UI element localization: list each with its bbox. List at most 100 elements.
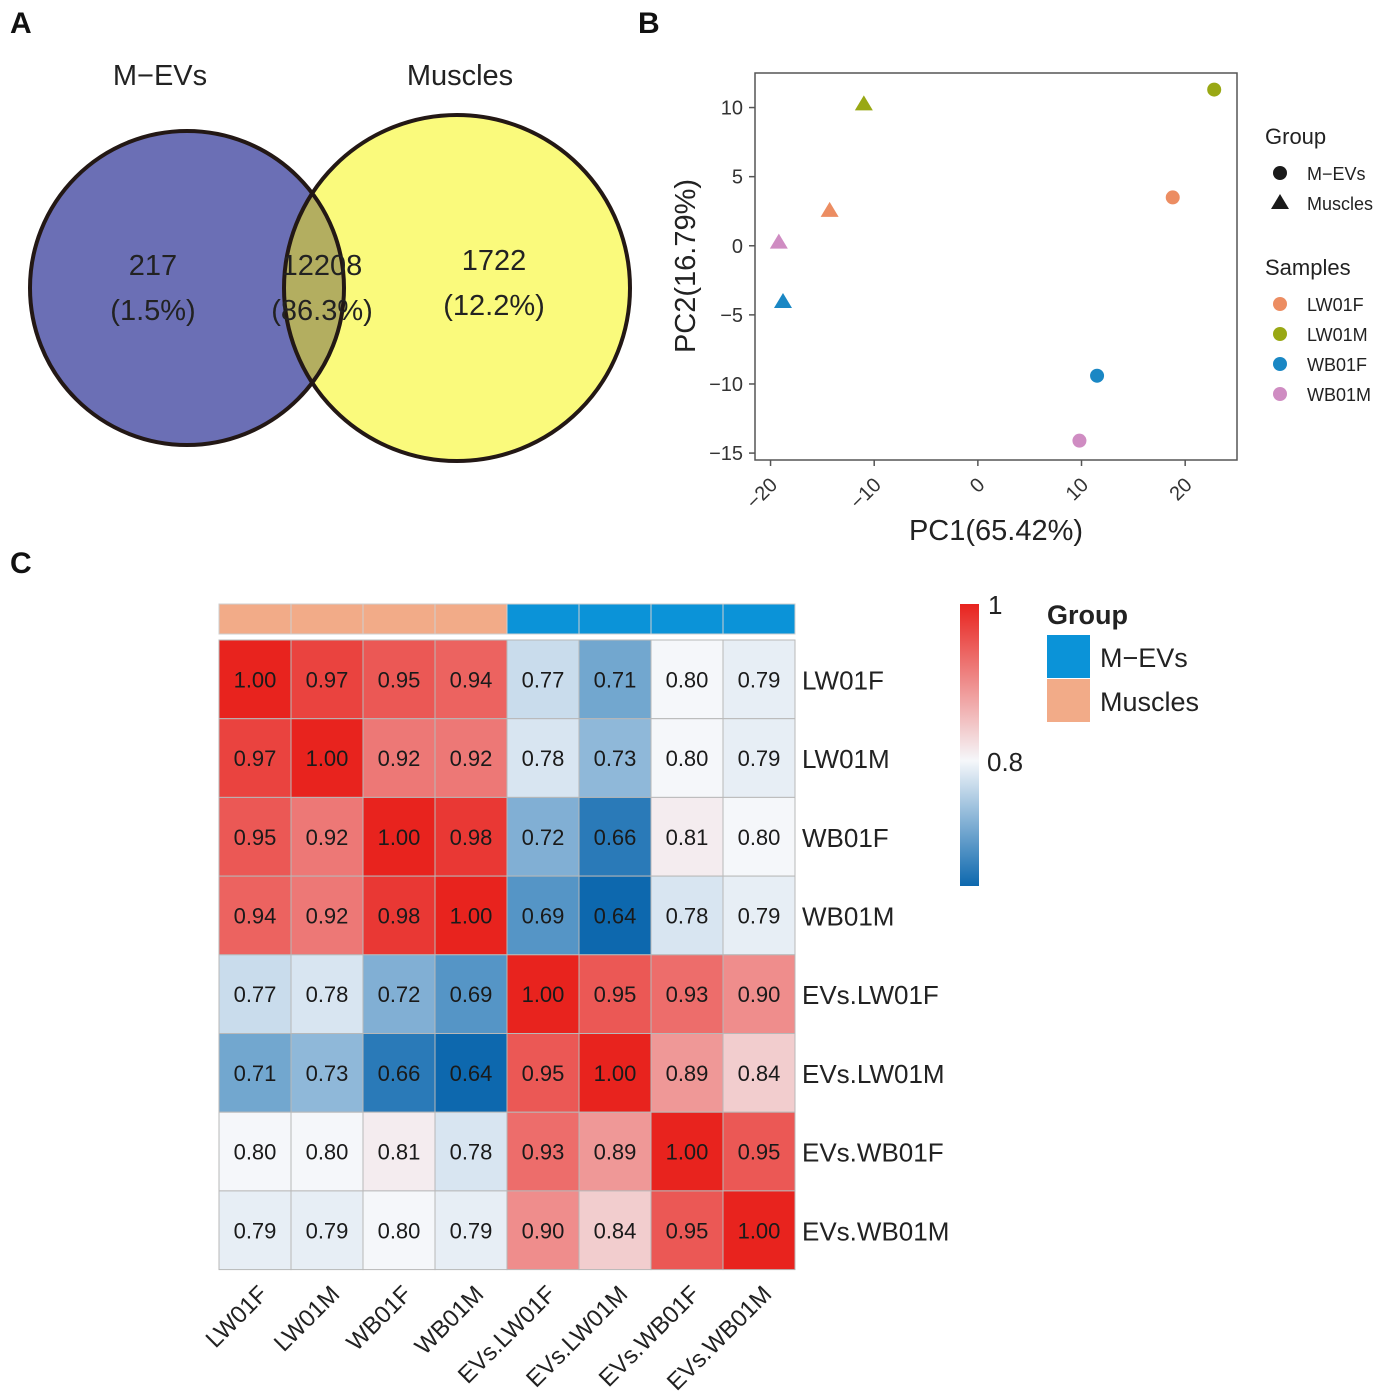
heatmap-cell	[506, 1033, 580, 1113]
pca-x-axis-label: PC1(65.42%)	[909, 515, 1083, 547]
heatmap-cell-value: 0.73	[594, 746, 637, 771]
heatmap-row-label: LW01F	[802, 665, 884, 695]
correlation-heatmap: 1.00 0.97 0.95 0.94 0.77 0.71 0.80 0.79 0.97 1.00…	[201, 590, 1199, 1396]
venn-overlap-pct: (86.3%)	[271, 295, 373, 327]
heatmap-cell	[722, 1111, 796, 1192]
heatmap-cell-value: 0.79	[306, 1218, 349, 1243]
heatmap-cell	[650, 1111, 724, 1192]
heatmap-cell	[434, 639, 508, 720]
venn-left-pct: (1.5%)	[110, 295, 195, 327]
heatmap-cell	[434, 1111, 508, 1192]
heatmap-row-label: EVs.LW01F	[802, 980, 939, 1010]
heatmap-cell-value: 0.95	[522, 1061, 565, 1086]
heatmap-cell	[578, 796, 652, 877]
heatmap-scale-label-max: 1	[988, 590, 1002, 620]
heatmap-cell	[650, 796, 724, 877]
heatmap-cell-value: 0.72	[522, 825, 565, 850]
heatmap-cell-value: 1.00	[450, 903, 493, 928]
heatmap-cell	[290, 796, 364, 877]
heatmap-cell-value: 0.79	[450, 1218, 493, 1243]
pca-legend-samples-title: Samples	[1265, 255, 1351, 280]
heatmap-cell	[578, 1111, 652, 1192]
pca-point-muscles-lw01m	[854, 95, 873, 111]
venn-set-label-muscles: Muscles	[407, 60, 513, 92]
heatmap-cell	[722, 1190, 796, 1271]
pca-y-tick-label: 0	[732, 236, 743, 258]
pca-x-tick-label: −10	[846, 474, 886, 514]
heatmap-cell-value: 0.71	[234, 1061, 277, 1086]
venn-set-label-m-evs: M−EVs	[113, 60, 207, 92]
pca-legend-group-title: Group	[1265, 124, 1326, 149]
heatmap-group-bar-cell	[362, 603, 436, 635]
heatmap-cell	[362, 1111, 436, 1192]
pca-y-tick-label: 5	[732, 167, 743, 189]
heatmap-cell	[506, 639, 580, 720]
pca-point-m-evs-wb01m	[1072, 433, 1087, 448]
heatmap-cell-value: 1.00	[306, 746, 349, 771]
heatmap-cell-value: 0.90	[738, 982, 781, 1007]
heatmap-cell-value: 0.95	[378, 667, 421, 692]
pca-point-muscles-wb01f	[773, 293, 792, 309]
heatmap-cell	[722, 875, 796, 956]
venn-left-count: 217	[129, 250, 177, 282]
heatmap-cell	[722, 718, 796, 798]
heatmap-cell-value: 0.80	[666, 667, 709, 692]
venn-outline-right	[282, 113, 632, 463]
heatmap-cell-value: 0.64	[594, 903, 637, 928]
panel-label-a: A	[10, 7, 32, 40]
pca-legend-sample-lw01m: LW01M	[1307, 325, 1368, 345]
heatmap-cell-value: 0.64	[450, 1061, 493, 1086]
heatmap-cell-value: 0.79	[738, 903, 781, 928]
pca-y-tick-label: 10	[721, 98, 743, 120]
heatmap-cell	[578, 875, 652, 956]
heatmap-cell-value: 0.95	[738, 1140, 781, 1165]
pca-legend-sample-wb01m: WB01M	[1307, 385, 1371, 405]
pca-legend-sample-marker	[1273, 297, 1287, 311]
pca-point-muscles-wb01m	[769, 233, 788, 249]
pca-x-tick-label: 20	[1165, 474, 1196, 505]
heatmap-cell	[290, 1033, 364, 1113]
heatmap-col-label: LW01F	[201, 1281, 274, 1354]
heatmap-group-bar-cell	[434, 603, 508, 635]
heatmap-row-label: EVs.WB01M	[802, 1216, 949, 1246]
heatmap-row-label: LW01M	[802, 744, 890, 774]
heatmap-cell-value: 1.00	[666, 1140, 709, 1165]
heatmap-legend-swatch-m-evs	[1047, 635, 1090, 678]
heatmap-cell-value: 0.69	[450, 982, 493, 1007]
heatmap-cell-value: 0.95	[666, 1218, 709, 1243]
heatmap-cell-value: 0.80	[306, 1140, 349, 1165]
heatmap-cell-value: 0.81	[666, 825, 709, 850]
heatmap-cell	[722, 639, 796, 720]
heatmap-legend-item-muscles: Muscles	[1100, 687, 1199, 717]
panel-label-c: C	[10, 547, 32, 580]
venn-outline-left	[28, 129, 346, 447]
heatmap-cell-value: 0.78	[666, 903, 709, 928]
heatmap-cell-value: 0.79	[234, 1218, 277, 1243]
heatmap-cell-value: 0.90	[522, 1218, 565, 1243]
heatmap-group-bar-cell	[506, 603, 580, 635]
heatmap-cell-value: 0.98	[378, 903, 421, 928]
heatmap-cell-value: 0.89	[594, 1140, 637, 1165]
heatmap-scale-label-mid: 0.8	[987, 747, 1023, 777]
heatmap-cell-value: 0.77	[234, 982, 277, 1007]
heatmap-cell	[506, 718, 580, 798]
heatmap-row-label: EVs.WB01F	[802, 1138, 944, 1168]
heatmap-cell	[506, 954, 580, 1034]
heatmap-cell-value: 0.71	[594, 667, 637, 692]
venn-circle-m-evs	[30, 131, 344, 445]
heatmap-cell-value: 0.73	[306, 1061, 349, 1086]
heatmap-cell-value: 0.79	[738, 746, 781, 771]
heatmap-cell-value: 0.80	[378, 1218, 421, 1243]
heatmap-cell	[650, 875, 724, 956]
heatmap-cell-value: 0.78	[306, 982, 349, 1007]
heatmap-cell-value: 0.97	[306, 667, 349, 692]
heatmap-cell-value: 0.92	[306, 903, 349, 928]
heatmap-group-bar-cell	[650, 603, 724, 635]
pca-plot-frame	[754, 72, 1238, 461]
heatmap-cell	[362, 639, 436, 720]
venn-right-count: 1722	[462, 245, 527, 277]
pca-point-muscles-lw01f	[820, 201, 839, 217]
heatmap-cell-value: 0.93	[666, 982, 709, 1007]
heatmap-cell-value: 0.94	[234, 903, 277, 928]
heatmap-row-label: WB01F	[802, 823, 889, 853]
